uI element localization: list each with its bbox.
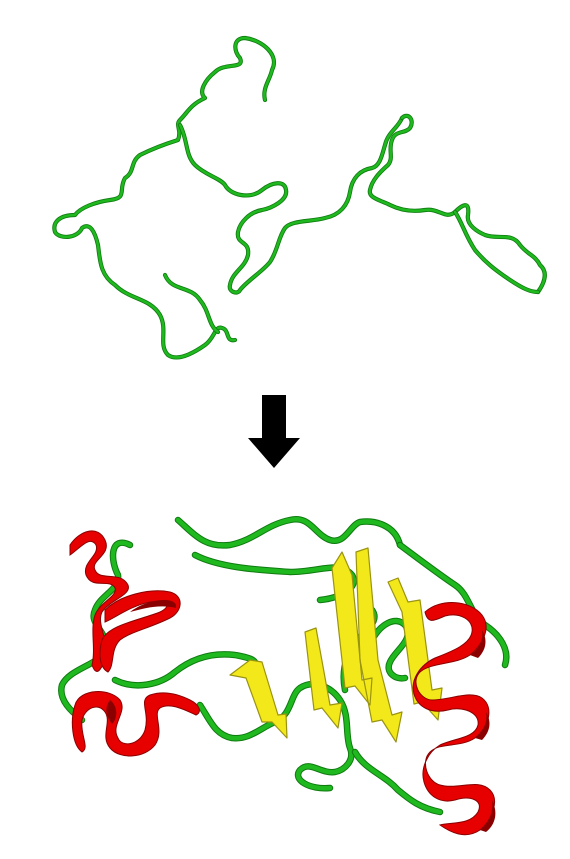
beta-strand-arrow [332,552,372,705]
helix-right [412,602,496,836]
beta-sheet [229,547,443,743]
beta-strand-edge [355,547,403,743]
down-arrow-icon [248,395,300,468]
coil-loop-shadow [111,651,259,689]
helix-bottom-left [71,691,200,757]
beta-strand-arrow [305,628,342,728]
coil-loop [175,516,403,548]
coil-loop [112,652,258,688]
helix-coil-ribbon [71,691,200,757]
beta-strand-edge [304,627,343,729]
helix-ribbon-back [130,600,177,612]
unfolded-chain-shadow [52,35,276,360]
coil-loop [369,618,410,681]
unfolded-chain-shadow [177,115,405,295]
helix-coil-ribbon [69,530,129,672]
coil-loops [58,515,510,816]
beta-strand-arrow [230,660,287,738]
unfolded-chain-shadow [367,113,547,295]
beta-strand-edge [229,659,288,739]
beta-strand-edge [331,551,373,706]
folded-structure [58,515,510,836]
unfolded-chain-segment-5 [453,210,540,294]
beta-strand-arrow [356,548,402,742]
helix-ribbon-back [480,800,496,832]
unfolded-chain [52,35,547,360]
unfolded-chain-segment-4 [368,114,547,294]
coil-loop [397,542,509,668]
unfolded-chain-segment-2 [163,273,220,334]
helix-ribbon-back [475,712,490,740]
unfolded-chain-segment-3 [178,116,404,294]
helix-coil-ribbon [412,602,495,836]
beta-strand-arrow [404,606,440,702]
coil-loop [197,682,354,791]
unfolded-chain-segment-1 [53,36,276,359]
helix-top-left [69,530,181,673]
beta-strand-edge [387,577,443,721]
helix-ribbon-back [106,700,117,724]
coil-loop [352,749,443,815]
coil-loop [192,552,356,603]
helix-ribbon-back [470,630,486,658]
